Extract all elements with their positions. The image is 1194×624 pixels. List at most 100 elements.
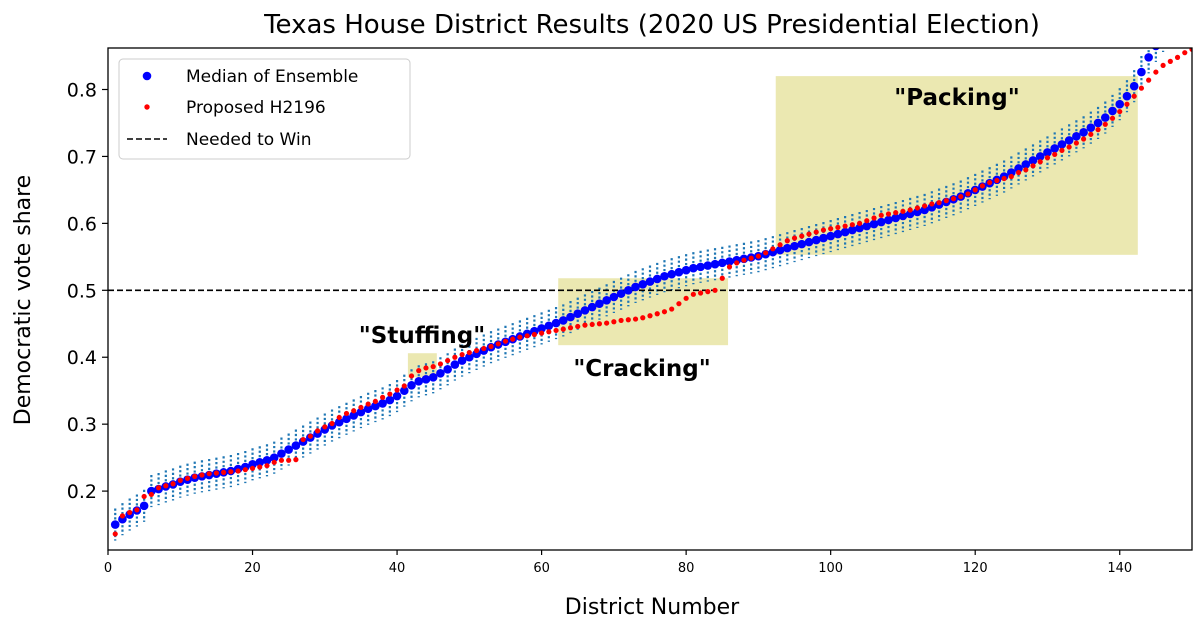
median-point	[1035, 152, 1045, 161]
median-point	[660, 271, 669, 281]
median-point	[1021, 160, 1031, 169]
proposed-point	[459, 351, 465, 358]
median-point	[652, 274, 662, 284]
proposed-point	[134, 507, 140, 513]
proposed-point	[271, 459, 277, 465]
proposed-point	[900, 208, 906, 214]
proposed-series	[112, 48, 1192, 537]
median-point	[790, 241, 799, 251]
proposed-point	[163, 483, 169, 489]
median-point	[1100, 113, 1110, 122]
median-point	[1043, 148, 1052, 157]
median-point	[110, 520, 120, 529]
proposed-point	[314, 428, 321, 434]
proposed-point	[192, 473, 198, 479]
median-point	[905, 209, 915, 219]
median-point	[1152, 48, 1160, 51]
y-tick-label: 0.8	[67, 79, 97, 101]
proposed-point	[112, 531, 118, 537]
proposed-point	[1153, 69, 1159, 75]
y-axis-label: Democratic vote share	[11, 175, 36, 425]
proposed-point	[365, 401, 371, 407]
median-point	[363, 404, 373, 414]
median-point	[349, 411, 359, 420]
y-tick-label: 0.2	[67, 481, 97, 503]
legend-marker-proposed	[144, 104, 150, 110]
proposed-point	[950, 196, 957, 202]
chart-title: Texas House District Results (2020 US Pr…	[263, 10, 1040, 40]
proposed-point	[661, 309, 668, 315]
plot-frame	[107, 47, 1193, 551]
median-point	[284, 445, 293, 454]
proposed-point	[604, 320, 610, 326]
median-point	[537, 324, 546, 333]
median-point	[595, 299, 604, 308]
proposed-point	[719, 275, 725, 281]
proposed-point	[372, 398, 378, 405]
proposed-point	[647, 313, 653, 319]
median-point	[1079, 128, 1088, 137]
median-point	[399, 386, 409, 395]
median-point	[414, 377, 424, 386]
proposed-point	[1095, 127, 1101, 133]
median-point	[696, 262, 705, 272]
proposed-point	[257, 464, 263, 470]
median-point	[378, 399, 387, 408]
x-tick-label: 100	[818, 561, 843, 576]
legend-label-needed-to-win: Needed to Win	[186, 130, 311, 150]
proposed-point	[596, 321, 603, 327]
median-point	[1108, 106, 1117, 116]
proposed-point	[611, 319, 617, 325]
proposed-point	[560, 326, 566, 332]
proposed-point	[184, 475, 191, 481]
proposed-point	[127, 509, 133, 516]
proposed-point	[1109, 115, 1116, 121]
proposed-point	[221, 469, 227, 475]
median-point	[1057, 140, 1067, 149]
proposed-point	[914, 205, 920, 211]
median-point	[1064, 136, 1074, 145]
proposed-point	[1037, 159, 1043, 165]
proposed-point	[987, 179, 993, 186]
proposed-point	[452, 354, 458, 360]
proposed-point	[249, 465, 256, 471]
median-point	[624, 285, 633, 295]
median-point	[248, 460, 257, 469]
median-point	[1137, 67, 1146, 77]
proposed-point	[907, 207, 913, 213]
median-point	[848, 225, 857, 235]
median-point	[689, 263, 698, 273]
proposed-point	[654, 311, 660, 317]
median-point	[277, 449, 286, 458]
proposed-point	[734, 260, 740, 266]
proposed-point	[170, 481, 176, 487]
proposed-point	[994, 177, 1000, 184]
median-point	[1007, 168, 1016, 177]
legend-box	[118, 58, 411, 160]
median-point	[616, 289, 626, 298]
y-tick-label: 0.4	[67, 347, 97, 369]
median-point	[421, 375, 431, 384]
proposed-point	[791, 235, 798, 241]
proposed-point	[1052, 151, 1058, 158]
proposed-point	[235, 468, 241, 474]
proposed-point	[1015, 169, 1022, 176]
proposed-point	[300, 436, 306, 443]
legend: Median of Ensemble Proposed H2196 Needed…	[118, 58, 411, 160]
proposed-point	[488, 343, 494, 350]
x-tick-label: 80	[678, 561, 695, 576]
median-point	[833, 229, 843, 239]
proposed-point	[343, 410, 350, 417]
proposed-point	[1008, 173, 1014, 180]
proposed-point	[1167, 58, 1173, 64]
median-point	[869, 219, 879, 229]
proposed-point	[632, 316, 639, 322]
x-tick-label: 40	[389, 561, 406, 576]
median-point	[1093, 118, 1103, 128]
annotation-label-1: "Cracking"	[573, 356, 710, 382]
proposed-point	[307, 433, 313, 439]
median-point	[840, 227, 850, 237]
annotation-layer: "Stuffing" "Cracking" "Packing"	[359, 85, 1020, 382]
proposed-point	[943, 198, 949, 204]
